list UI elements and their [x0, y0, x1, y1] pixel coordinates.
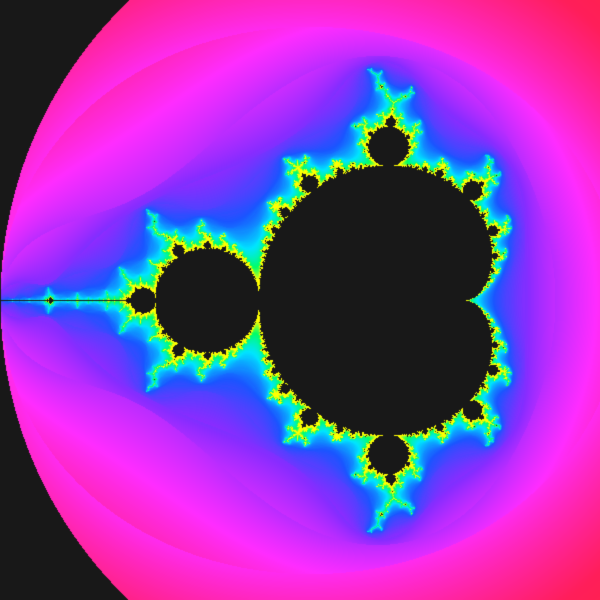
mandelbrot-canvas[interactable] [0, 0, 600, 600]
fractal-viewport[interactable] [0, 0, 600, 600]
